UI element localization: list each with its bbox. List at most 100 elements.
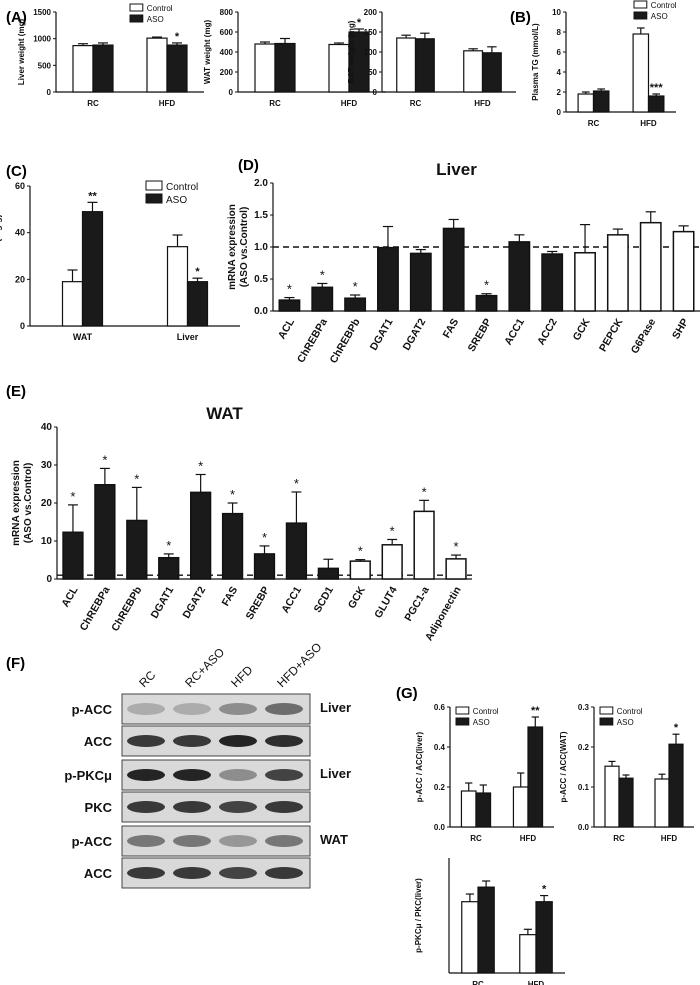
bar xyxy=(475,792,492,828)
bar xyxy=(519,934,537,974)
y-axis-label: Liver weight (mg) xyxy=(17,19,26,86)
y-tick-label: 400 xyxy=(220,48,234,57)
y-tick-label: 4 xyxy=(557,68,562,77)
significance-marker: * xyxy=(175,31,180,43)
bar xyxy=(606,234,629,312)
x-tick-label: HFD xyxy=(520,834,537,843)
significance-marker: * xyxy=(230,487,235,502)
y-tick-label: 30 xyxy=(41,460,53,471)
bar xyxy=(81,211,104,327)
blot-band xyxy=(219,769,257,781)
significance-marker: * xyxy=(357,17,362,29)
legend-swatch-control xyxy=(129,3,144,12)
y-axis-label: BAT weight (mg) xyxy=(347,20,356,83)
y-tick-label: 1.5 xyxy=(254,210,268,221)
chart-bat_weight: 0 50 100 150 200 BAT weight (mg) RC HFD xyxy=(347,8,516,108)
significance-marker: * xyxy=(195,266,200,278)
blot-tissue-label: WAT xyxy=(320,832,348,847)
x-tick-label: ACC1 xyxy=(502,316,527,347)
significance-marker: * xyxy=(134,471,139,486)
x-tick-label: ChREBPb xyxy=(109,585,144,634)
x-tick-label: ACC1 xyxy=(279,584,304,615)
bar xyxy=(541,253,564,312)
y-axis-label: p-ACC / ACC(liver) xyxy=(415,731,424,802)
chart-wat_weight: 0 200 400 600 800 WAT weight (mg) RC HFD * xyxy=(203,8,386,108)
y-tick-label: 0.1 xyxy=(578,783,590,792)
bar xyxy=(285,522,308,580)
bar xyxy=(413,510,435,580)
bar xyxy=(158,556,180,580)
bar xyxy=(508,241,531,312)
panel-label-f: (F) xyxy=(6,655,25,672)
significance-marker: * xyxy=(166,538,171,553)
blot-band xyxy=(265,703,303,715)
y-tick-label: 500 xyxy=(38,61,52,70)
bar xyxy=(328,43,350,93)
x-tick-label: PEPCK xyxy=(597,316,626,354)
bar xyxy=(654,778,670,828)
x-tick-label: SCD1 xyxy=(312,584,336,614)
bar xyxy=(278,299,301,312)
x-tick-label: DGAT1 xyxy=(368,316,396,352)
y-tick-label: 8 xyxy=(557,28,562,37)
legend-label-aso: ASO xyxy=(166,195,187,206)
x-tick-label: ACC2 xyxy=(535,316,560,347)
x-tick-label: G6Pase xyxy=(629,316,659,356)
blot-row-label: p-PKCμ xyxy=(64,768,112,783)
y-tick-label: 40 xyxy=(15,228,25,238)
chart-ppkc_pkc_liver: p-PKCμ / PKC(liver) RC HFD * xyxy=(414,858,565,985)
y-tick-label: 6 xyxy=(557,48,562,57)
blot-band xyxy=(219,735,257,747)
panel-label-g: (G) xyxy=(396,685,418,702)
y-axis-label: (ASO vs.Control) xyxy=(239,207,250,288)
x-tick-label: HFD xyxy=(474,99,491,108)
bar xyxy=(460,790,477,828)
y-tick-label: 150 xyxy=(364,28,378,37)
legend-label-control: Control xyxy=(473,707,499,716)
blot-band xyxy=(173,835,211,847)
x-tick-label: RC xyxy=(87,99,99,108)
panel-label-c: (C) xyxy=(6,163,27,180)
blot-band xyxy=(173,735,211,747)
legend-label-aso: ASO xyxy=(651,12,668,21)
blot-tissue-label: Liver xyxy=(320,700,351,715)
panel-label-d: (D) xyxy=(238,157,259,174)
blot-band xyxy=(265,835,303,847)
bar xyxy=(477,886,495,974)
western-blot: RC RC+ASO HFD HFD+ASO p-ACC ACC p-PKCμ PKC p-ACC… xyxy=(64,640,351,889)
y-axis-label: WAT weight (mg) xyxy=(203,20,212,85)
y-tick-label: 1500 xyxy=(33,8,51,17)
bar xyxy=(577,93,595,113)
legend-swatch-aso xyxy=(633,11,648,20)
y-tick-label: 0.3 xyxy=(578,703,590,712)
legend-label-control: Control xyxy=(617,707,643,716)
blot-row-label: ACC xyxy=(84,734,113,749)
legend-label-aso: ASO xyxy=(617,718,634,727)
y-axis-label: p-PKCμ / PKC(liver) xyxy=(414,878,423,953)
blot-band xyxy=(265,867,303,879)
x-tick-label: DGAT1 xyxy=(149,584,177,620)
x-tick-label: RC xyxy=(588,119,600,128)
y-tick-label: 50 xyxy=(368,68,377,77)
x-tick-label: RC xyxy=(613,834,625,843)
significance-marker: * xyxy=(674,722,679,734)
blot-band xyxy=(173,867,211,879)
y-tick-label: 20 xyxy=(41,498,53,509)
bar xyxy=(481,52,502,93)
bar xyxy=(535,901,553,974)
y-tick-label: 0 xyxy=(47,88,52,97)
y-tick-label: 0.2 xyxy=(434,783,446,792)
significance-marker: *** xyxy=(650,82,664,94)
significance-marker: * xyxy=(102,452,107,467)
y-tick-label: 1000 xyxy=(33,35,51,44)
bar xyxy=(639,221,662,312)
x-tick-label: ChREBPa xyxy=(78,584,113,633)
bar xyxy=(190,491,212,580)
blot-row-label: PKC xyxy=(85,800,113,815)
blot-band xyxy=(127,835,165,847)
y-axis-label: (ASO vs.Control) xyxy=(23,463,34,544)
bar xyxy=(442,227,465,312)
chart-title: Liver xyxy=(436,160,477,179)
significance-marker: * xyxy=(262,530,267,545)
blot-row-label: p-ACC xyxy=(72,702,113,717)
